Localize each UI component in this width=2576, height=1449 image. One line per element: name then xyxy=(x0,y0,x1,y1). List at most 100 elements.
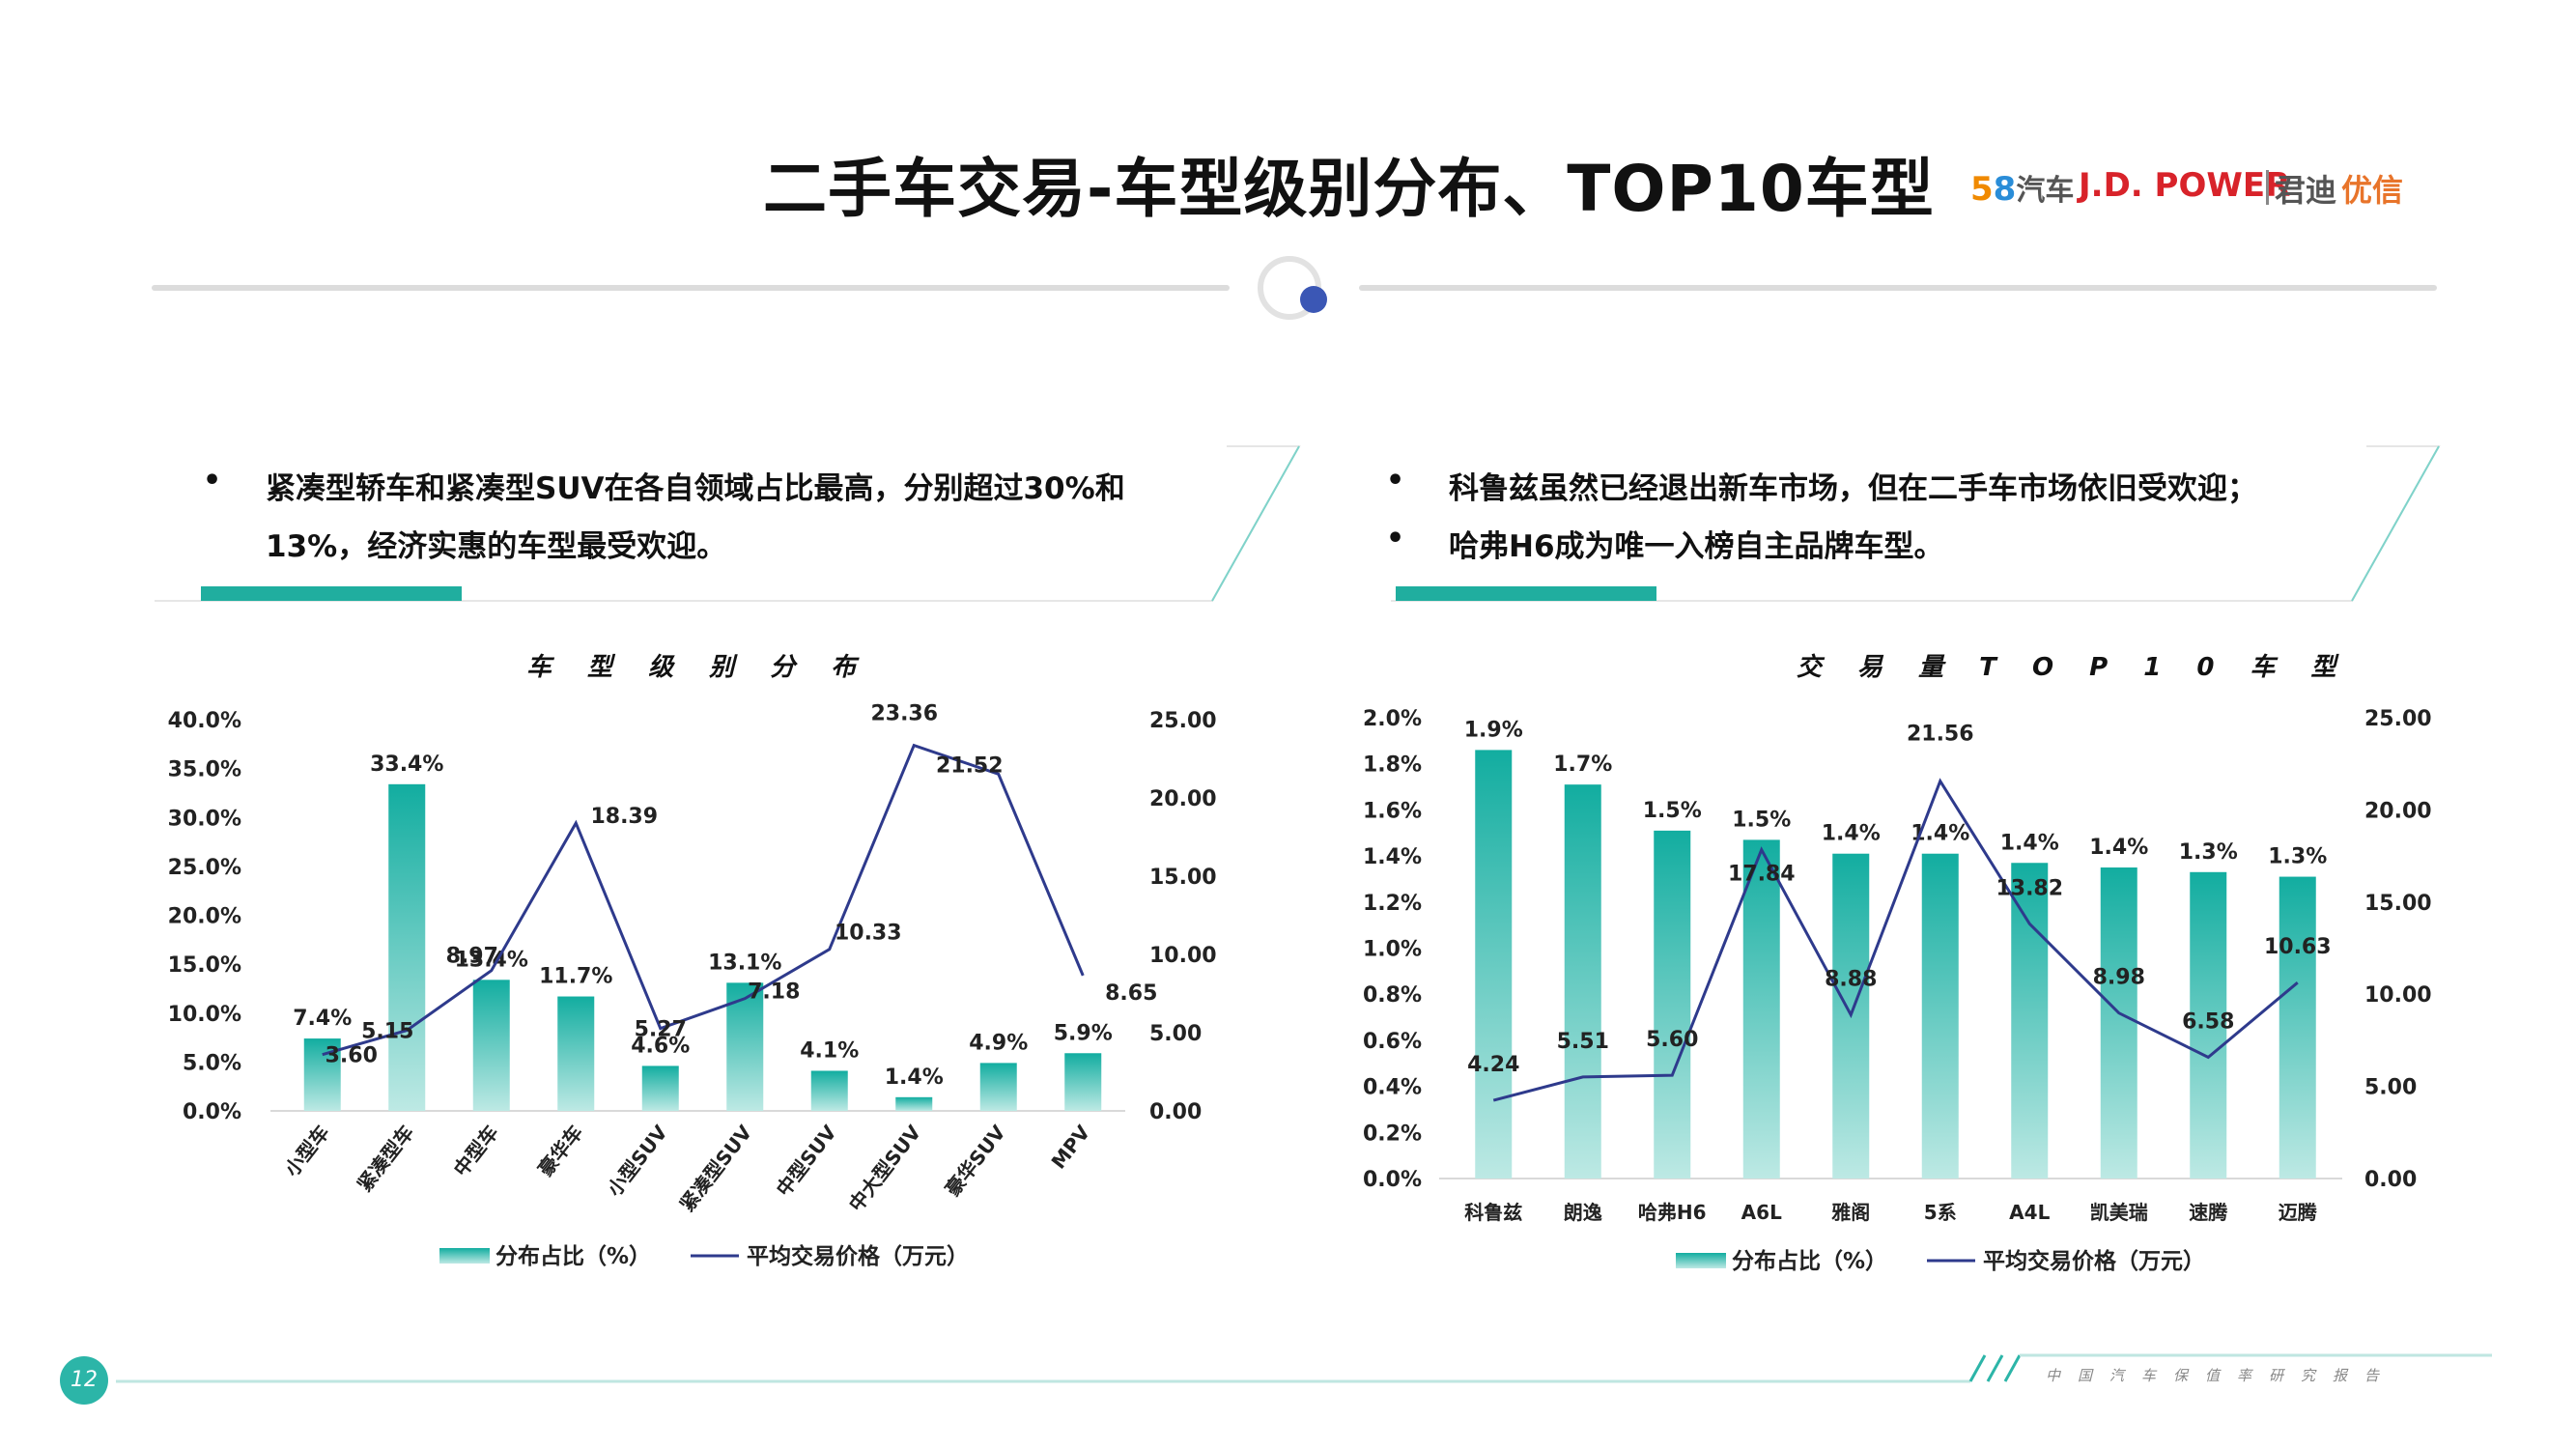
logo-jundi: 君迪 xyxy=(2275,172,2337,209)
y-left-tick-label: 1.0% xyxy=(1363,938,1422,962)
page-title: 二手车交易-车型级别分布、TOP10车型 xyxy=(763,152,1935,226)
bar-data-label: 1.4% xyxy=(885,1065,944,1090)
y-left-tick-label: 0.4% xyxy=(1363,1076,1422,1100)
y-left-tick-label: 0.8% xyxy=(1363,983,1422,1008)
y-left-tick-label: 35.0% xyxy=(168,758,241,782)
bar xyxy=(2190,871,2227,1179)
legend-line-label: 平均交易价格（万元） xyxy=(747,1243,969,1269)
legend-bar-swatch xyxy=(439,1248,490,1264)
bar-data-label: 1.4% xyxy=(2089,836,2148,860)
chart1-title: 车 型 级 别 分 布 xyxy=(526,653,870,682)
category-label: 凯美瑞 xyxy=(2090,1201,2148,1224)
page-number: 12 xyxy=(60,1356,108,1405)
category-label: 科鲁兹 xyxy=(1464,1201,1522,1224)
legend-bar-label: 分布占比（%） xyxy=(1732,1248,1887,1274)
bar xyxy=(472,980,510,1111)
line-data-label: 17.84 xyxy=(1728,863,1796,887)
bar xyxy=(2100,867,2137,1179)
y-left-tick-label: 0.6% xyxy=(1363,1030,1422,1054)
bar-data-label: 1.4% xyxy=(1822,822,1881,846)
bar-data-label: 4.9% xyxy=(969,1031,1028,1055)
line-data-label: 8.98 xyxy=(2093,966,2145,990)
bar-data-label: 1.3% xyxy=(2268,845,2327,869)
y-left-tick-label: 0.0% xyxy=(1363,1168,1422,1192)
bar xyxy=(1921,853,1959,1179)
line-data-label: 10.33 xyxy=(835,922,902,946)
bar-data-label: 4.1% xyxy=(800,1038,859,1063)
y-right-tick-label: 5.00 xyxy=(1149,1022,1202,1046)
line-data-label: 21.52 xyxy=(936,753,1004,778)
logo-58-auto: 58汽车 xyxy=(1970,170,2075,209)
bar-data-label: 1.5% xyxy=(1732,808,1791,832)
y-right-tick-label: 10.00 xyxy=(1149,944,1217,968)
bar-data-label: 7.4% xyxy=(293,1007,352,1031)
legend-line-label: 平均交易价格（万元） xyxy=(1983,1248,2205,1274)
line-data-label: 13.82 xyxy=(1996,876,2063,900)
y-left-tick-label: 1.4% xyxy=(1363,845,1422,869)
y-left-tick-label: 2.0% xyxy=(1363,707,1422,731)
bar-data-label: 1.4% xyxy=(2000,831,2059,855)
category-label: 迈腾 xyxy=(2279,1201,2318,1224)
price-line xyxy=(1492,778,2299,1102)
category-label: 速腾 xyxy=(2189,1201,2228,1224)
y-right-tick-label: 25.00 xyxy=(1149,709,1217,733)
bar-data-label: 5.9% xyxy=(1054,1021,1113,1045)
line-data-label: 8.88 xyxy=(1825,968,1877,992)
bar xyxy=(2011,863,2049,1179)
bar-data-label: 1.7% xyxy=(1553,753,1612,777)
line-data-label: 23.36 xyxy=(870,702,938,726)
line-data-label: 8.65 xyxy=(1105,981,1157,1006)
bar-data-label: 13.1% xyxy=(708,951,781,975)
bar xyxy=(641,1065,679,1111)
price-line xyxy=(322,743,1085,1057)
bar-data-label: 11.7% xyxy=(539,965,612,989)
logo-divider xyxy=(2266,170,2269,205)
y-right-tick-label: 0.00 xyxy=(2364,1168,2417,1192)
bar-data-label: 1.5% xyxy=(1643,799,1702,823)
legend-bar-swatch xyxy=(1676,1253,1726,1268)
logo-jdpower: J.D. POWER xyxy=(2079,166,2291,205)
bar-data-label: 1.3% xyxy=(2179,840,2238,865)
line-data-label: 7.18 xyxy=(748,980,800,1005)
bar xyxy=(1742,839,1780,1179)
bar xyxy=(1064,1053,1102,1111)
bar xyxy=(1475,750,1513,1179)
left-bullet-line-2: 13%，经济实惠的车型最受欢迎。 xyxy=(266,529,727,564)
y-right-tick-label: 15.00 xyxy=(1149,866,1217,890)
y-right-tick-label: 20.00 xyxy=(2364,799,2432,823)
y-left-tick-label: 1.2% xyxy=(1363,892,1422,916)
y-left-tick-label: 10.0% xyxy=(168,1003,241,1027)
category-label: 哈弗H6 xyxy=(1638,1201,1707,1224)
bar xyxy=(1564,784,1601,1179)
y-left-tick-label: 1.6% xyxy=(1363,799,1422,823)
line-data-label: 4.24 xyxy=(1467,1053,1519,1077)
line-data-label: 18.39 xyxy=(590,805,658,829)
y-left-tick-label: 25.0% xyxy=(168,856,241,880)
right-bullet-dot-2: • xyxy=(1386,522,1405,555)
y-left-tick-label: 0.0% xyxy=(183,1100,241,1124)
y-left-tick-label: 30.0% xyxy=(168,807,241,831)
bar xyxy=(979,1063,1017,1111)
y-right-tick-label: 5.00 xyxy=(2364,1076,2417,1100)
category-label: 5系 xyxy=(1924,1201,1957,1224)
line-data-label: 5.51 xyxy=(1557,1030,1609,1054)
y-left-tick-label: 40.0% xyxy=(168,709,241,733)
y-right-tick-label: 20.00 xyxy=(1149,787,1217,811)
category-label: A6L xyxy=(1741,1201,1782,1224)
bar xyxy=(810,1070,848,1111)
right-bullet-line-1: 科鲁兹虽然已经退出新车市场，但在二手车市场依旧受欢迎； xyxy=(1449,471,2257,506)
line-data-label: 3.60 xyxy=(326,1044,378,1068)
category-label: A4L xyxy=(2009,1201,2050,1224)
right-bullet-dot-1: • xyxy=(1386,464,1405,497)
line-data-label: 6.58 xyxy=(2182,1009,2234,1034)
bar xyxy=(557,996,595,1111)
y-left-tick-label: 15.0% xyxy=(168,953,241,978)
left-bullet-dot: • xyxy=(203,464,222,497)
legend-bar-label: 分布占比（%） xyxy=(495,1243,651,1269)
bar-data-label: 4.6% xyxy=(631,1034,690,1058)
category-label: 朗逸 xyxy=(1564,1201,1602,1224)
left-bullet-line-1: 紧凑型轿车和紧凑型SUV在各自领域占比最高，分别超过30%和 xyxy=(266,471,1125,506)
category-label: 雅阁 xyxy=(1831,1201,1870,1224)
